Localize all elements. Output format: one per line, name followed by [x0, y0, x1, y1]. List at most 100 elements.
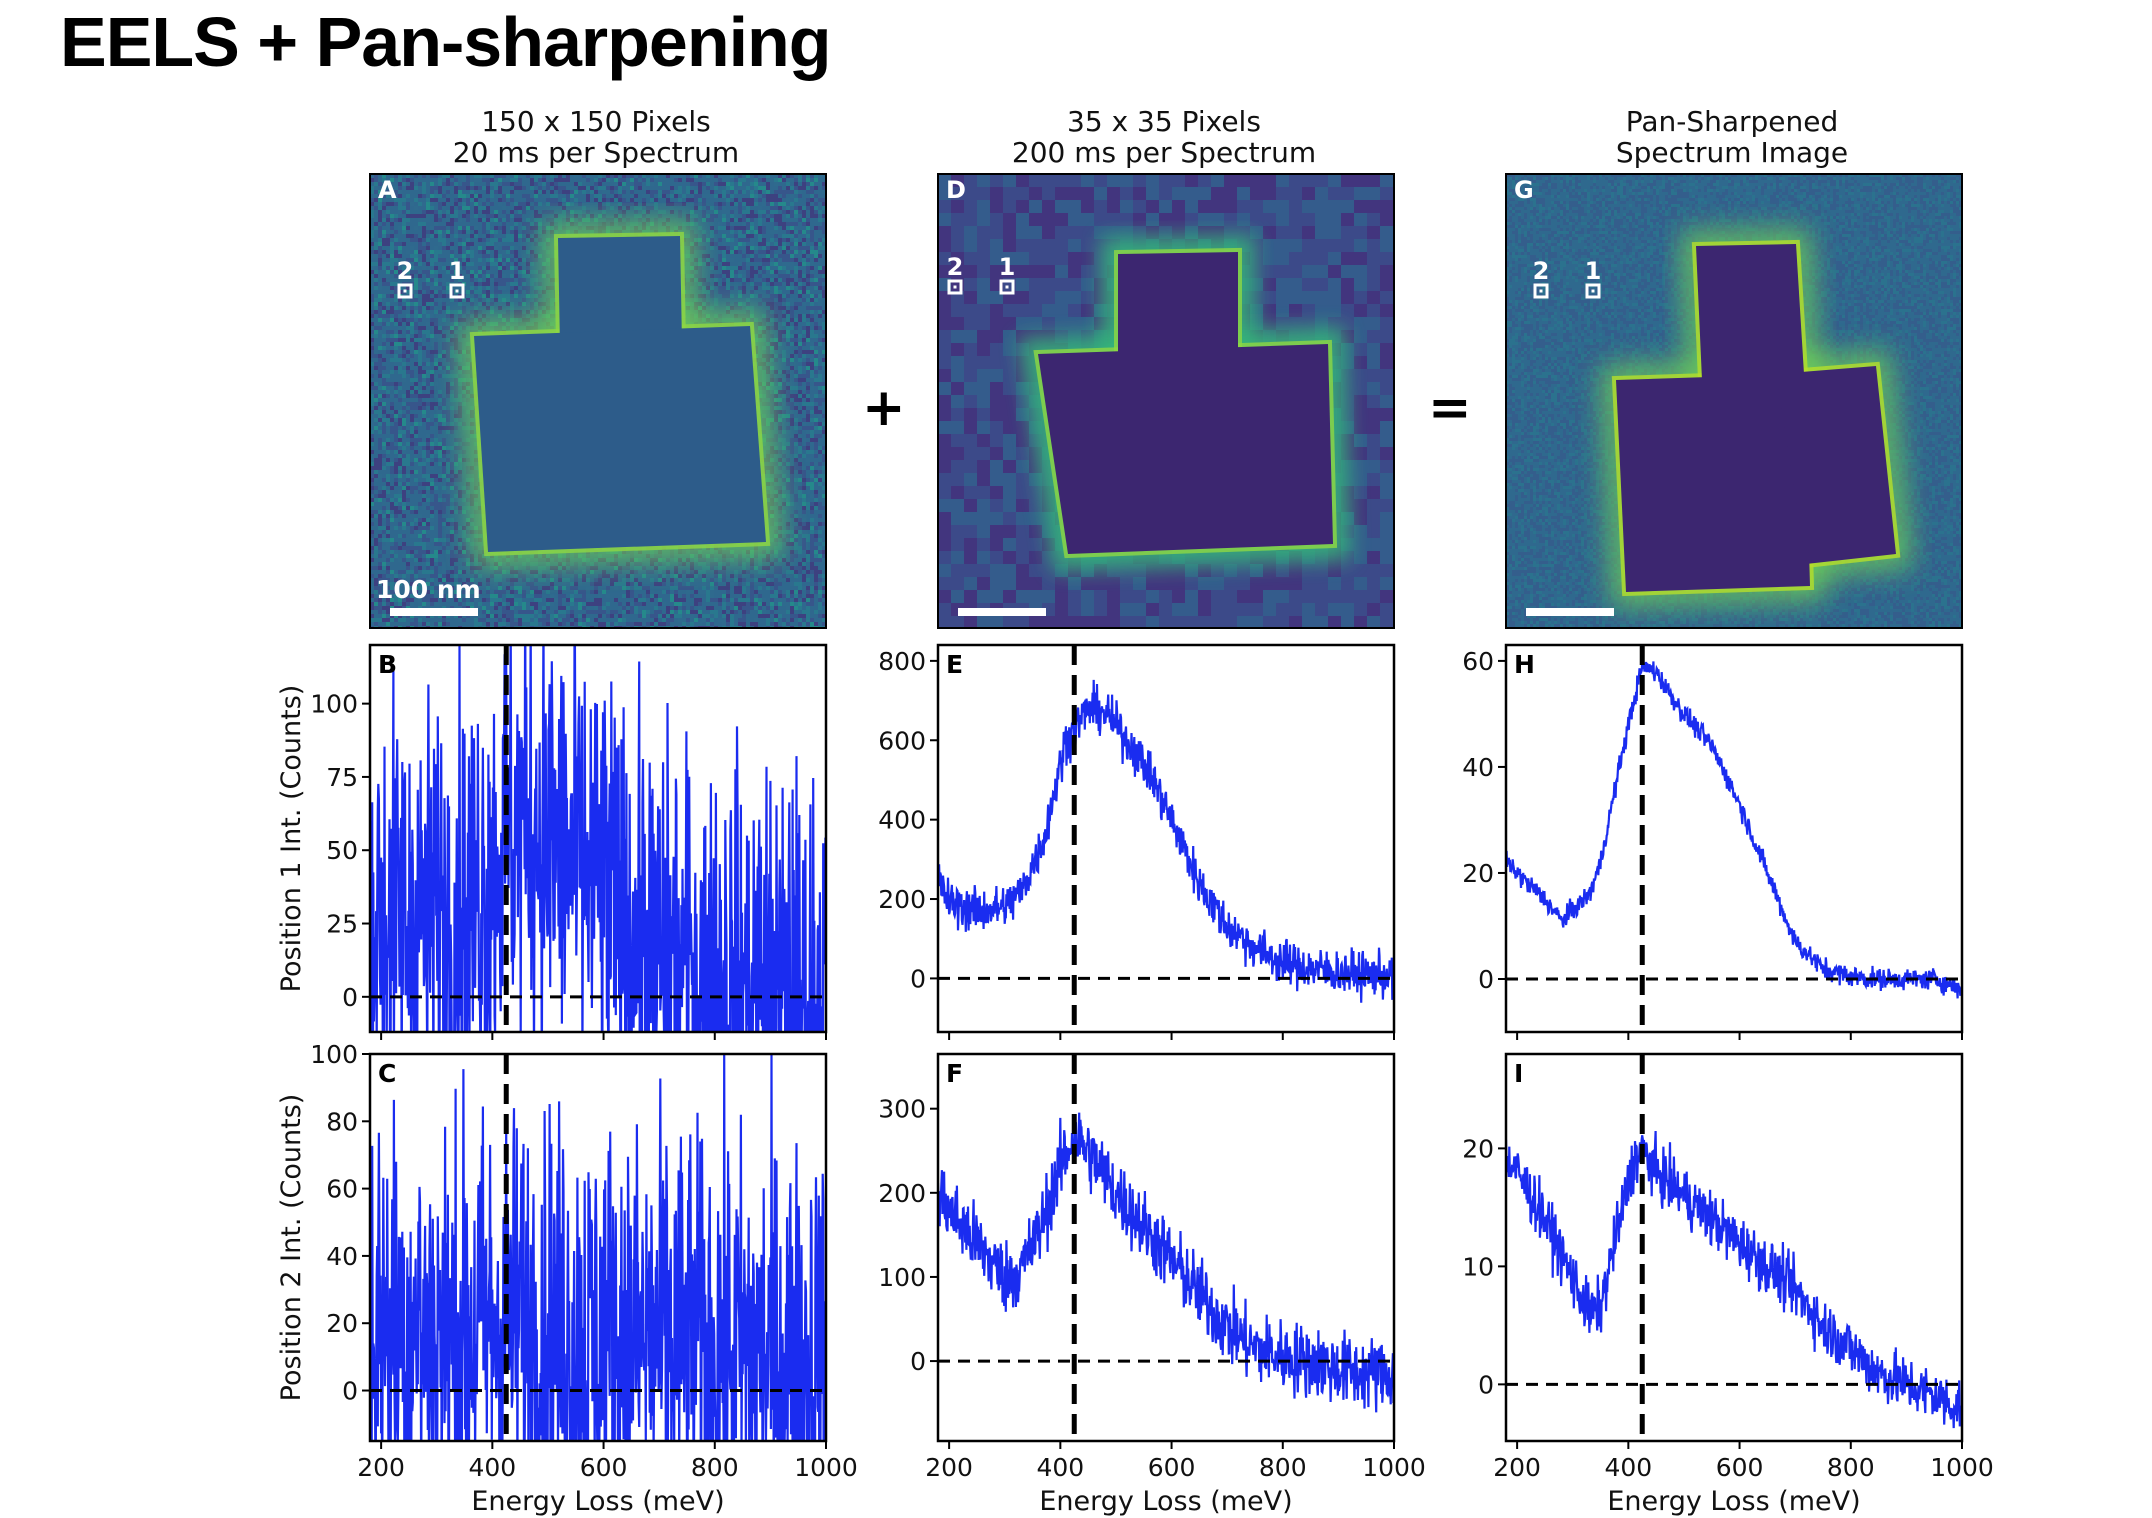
column-title-2-line1: 35 x 35 Pixels	[884, 106, 1444, 137]
position-marker-1: 1	[1585, 257, 1602, 299]
position-marker-2: 2	[1533, 257, 1549, 299]
nanoparticle	[1696, 244, 1804, 380]
panel-label: D	[946, 176, 966, 204]
panel-label: F	[946, 1059, 963, 1088]
y-tick-label: 200	[878, 885, 926, 914]
y-tick-label: 50	[326, 836, 358, 865]
y-tick-label: 200	[878, 1179, 926, 1208]
y-tick-label: 0	[1478, 1370, 1494, 1399]
image-frame	[1505, 173, 1963, 629]
nanoparticle	[1776, 366, 1896, 564]
panel-label: B	[378, 650, 397, 679]
marker-dot	[455, 289, 459, 293]
image-panel-d: D 2 1	[937, 173, 1395, 629]
y-tick-label: 20	[1462, 859, 1494, 888]
x-tick-label: 800	[1827, 1453, 1875, 1482]
x-tick-label: 400	[468, 1453, 516, 1482]
spectrum-line	[370, 1054, 826, 1441]
chart-frame	[1504, 643, 1964, 1034]
x-tick-label: 1000	[1362, 1453, 1426, 1482]
column-title-1: 150 x 150 Pixels 20 ms per Spectrum	[316, 106, 876, 168]
column-title-2: 35 x 35 Pixels 200 ms per Spectrum	[884, 106, 1444, 168]
y-tick-label: 100	[310, 1040, 358, 1069]
chart-frame	[368, 1052, 828, 1443]
x-tick-label: 400	[1036, 1453, 1084, 1482]
column-title-1-line1: 150 x 150 Pixels	[316, 106, 876, 137]
y-tick-label: 800	[878, 647, 926, 676]
chart-i: 0 10 20 200 400 600 800 1000 Energy Loss (meV) I	[1462, 1052, 1994, 1517]
y-tick-label: 0	[342, 1377, 358, 1406]
image-panel-g: G 2 1	[1505, 173, 1963, 629]
spectrum-line	[1506, 1130, 1962, 1429]
scale-bar	[958, 608, 1046, 616]
plot-area	[370, 645, 826, 1032]
column-title-3-line1: Pan-Sharpened	[1452, 106, 2012, 137]
nanoparticle	[1118, 252, 1238, 356]
image-frame	[369, 173, 827, 629]
column-title-1-line2: 20 ms per Spectrum	[316, 137, 876, 168]
y-tick-label: 75	[326, 763, 358, 792]
x-tick-label: 800	[691, 1453, 739, 1482]
image-frame	[937, 173, 1395, 629]
plot-area	[1506, 1054, 1962, 1441]
y-tick-label: 400	[878, 806, 926, 835]
marker-dot	[403, 289, 407, 293]
x-tick-label: 200	[925, 1453, 973, 1482]
marker-box	[1585, 283, 1601, 299]
panel-label: A	[378, 176, 397, 204]
marker-label: 2	[397, 257, 414, 285]
panel-label: I	[1514, 1059, 1523, 1088]
panel-label: C	[378, 1059, 396, 1088]
y-tick-label: 100	[878, 1263, 926, 1292]
x-tick-label: 1000	[794, 1453, 858, 1482]
y-tick-label: 0	[1478, 965, 1494, 994]
position-marker-2: 2	[397, 257, 414, 299]
column-title-2-line2: 200 ms per Spectrum	[884, 137, 1444, 168]
x-axis-label: Energy Loss (meV)	[1607, 1486, 1860, 1517]
y-tick-label: 25	[326, 910, 358, 939]
equals-operator: =	[1428, 378, 1472, 438]
panel-label: E	[946, 650, 963, 679]
y-axis-label: Position 1 Int. (Counts)	[276, 685, 307, 993]
chart-f: 0 100 200 300 200 400 600 800 1000 Energy Loss (m…	[878, 1052, 1426, 1517]
x-tick-label: 600	[1716, 1453, 1764, 1482]
chart-frame	[368, 643, 828, 1034]
y-tick-label: 300	[878, 1095, 926, 1124]
spectrum-line	[370, 645, 826, 1032]
chart-frame	[936, 1052, 1396, 1443]
spectrum-line	[938, 679, 1394, 1003]
panel-label: H	[1514, 650, 1535, 679]
marker-dot	[953, 285, 957, 289]
marker-box	[947, 279, 963, 295]
marker-box	[449, 283, 465, 299]
scale-bar	[1526, 608, 1614, 616]
chart-e: 0 200 400 600 800 E	[878, 643, 1396, 1040]
panel-label: G	[1514, 176, 1534, 204]
spectrum-line	[938, 1112, 1394, 1413]
x-tick-label: 400	[1604, 1453, 1652, 1482]
y-tick-label: 60	[326, 1175, 358, 1204]
marker-box	[999, 279, 1015, 295]
nanoparticle	[558, 236, 682, 346]
marker-label: 1	[449, 257, 466, 285]
position-marker-1: 1	[999, 253, 1015, 295]
spectrum-line	[1506, 661, 1962, 999]
nanoparticle	[474, 326, 766, 552]
x-tick-label: 800	[1259, 1453, 1307, 1482]
image-panel-a: A 2 1 100 nm	[369, 173, 827, 629]
y-tick-label: 600	[878, 726, 926, 755]
plot-area	[938, 645, 1394, 1032]
x-tick-label: 600	[1148, 1453, 1196, 1482]
marker-box	[397, 283, 413, 299]
plot-area	[370, 1054, 826, 1441]
x-tick-label: 200	[1493, 1453, 1541, 1482]
plus-operator: +	[862, 378, 906, 438]
plot-area	[1506, 645, 1962, 1032]
y-tick-label: 20	[1462, 1134, 1494, 1163]
marker-dot	[1539, 289, 1543, 293]
x-axis-label: Energy Loss (meV)	[1039, 1486, 1292, 1517]
scale-bar	[390, 608, 478, 616]
marker-label: 1	[1585, 257, 1602, 285]
